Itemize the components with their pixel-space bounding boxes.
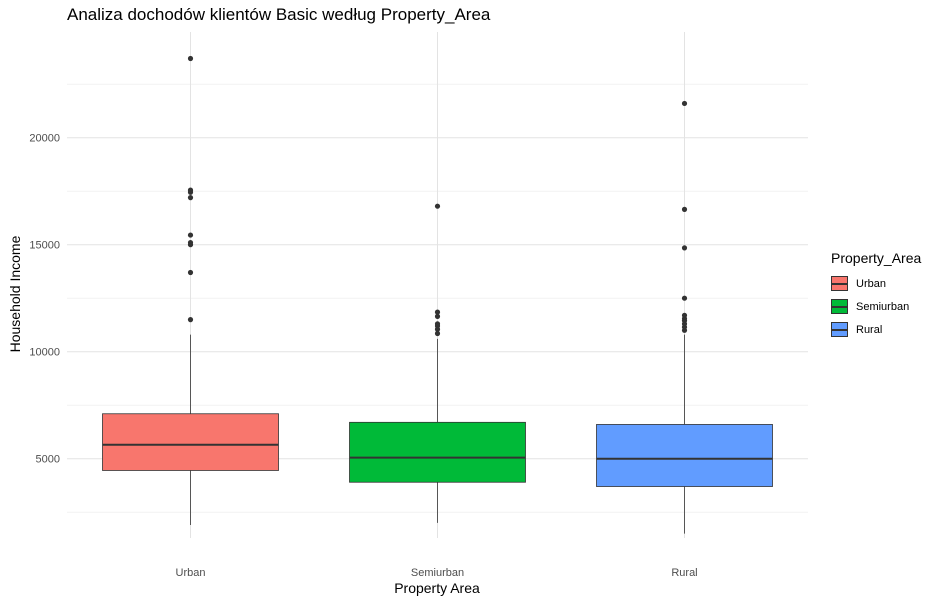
x-axis-title: Property Area: [394, 580, 480, 596]
chart-title: Analiza dochodów klientów Basic według P…: [67, 5, 491, 24]
y-axis-title: Household Income: [7, 235, 23, 352]
outlier-point: [434, 203, 441, 209]
legend-swatch: [831, 299, 848, 314]
box-body: [349, 421, 526, 483]
legend-item-rural: Rural: [831, 318, 921, 341]
outlier-point: [187, 269, 194, 276]
outlier-point: [434, 309, 441, 315]
y-axis-ticks: 5000 10000 15000 20000: [29, 133, 60, 466]
outlier-point: [187, 55, 194, 62]
y-tick-label: 20000: [29, 133, 60, 145]
legend-swatch: [831, 322, 848, 337]
legend-title: Property_Area: [831, 250, 922, 266]
box-body: [102, 413, 279, 471]
legend-item-urban: Urban: [831, 272, 921, 295]
x-tick-label: Urban: [176, 567, 206, 579]
legend-label: Semiurban: [856, 300, 910, 313]
x-tick-label: Rural: [671, 567, 697, 579]
outlier-point: [681, 245, 688, 251]
outlier-point: [681, 100, 688, 107]
outlier-point: [187, 232, 194, 238]
boxes: [102, 55, 773, 534]
outlier-point: [681, 312, 688, 318]
legend-swatch: [831, 276, 848, 291]
legend-label: Urban: [856, 277, 886, 290]
outlier-point: [187, 187, 194, 193]
box-body: [596, 424, 773, 487]
outlier-point: [434, 313, 441, 319]
y-tick-label: 10000: [29, 347, 60, 359]
legend-items: Urban Semiurban Rural: [831, 272, 921, 341]
box-urban: [102, 55, 279, 526]
outlier-point: [681, 206, 688, 212]
x-tick-label: Semiurban: [411, 567, 464, 579]
legend-label: Rural: [856, 323, 883, 336]
x-axis-ticks: Urban Semiurban Rural: [176, 567, 698, 579]
legend-item-semiurban: Semiurban: [831, 295, 921, 318]
outlier-point: [187, 239, 194, 246]
outlier-point: [187, 317, 194, 323]
outlier-point: [434, 330, 441, 337]
box-semiurban: [349, 203, 526, 523]
box-rural: [596, 100, 773, 534]
outlier-point: [187, 195, 194, 201]
outlier-point: [681, 295, 688, 301]
y-tick-label: 15000: [29, 240, 60, 252]
y-tick-label: 5000: [36, 454, 60, 466]
legend: Property_Area Urban Semiurban Rural: [831, 250, 921, 341]
outlier-point: [434, 321, 441, 327]
